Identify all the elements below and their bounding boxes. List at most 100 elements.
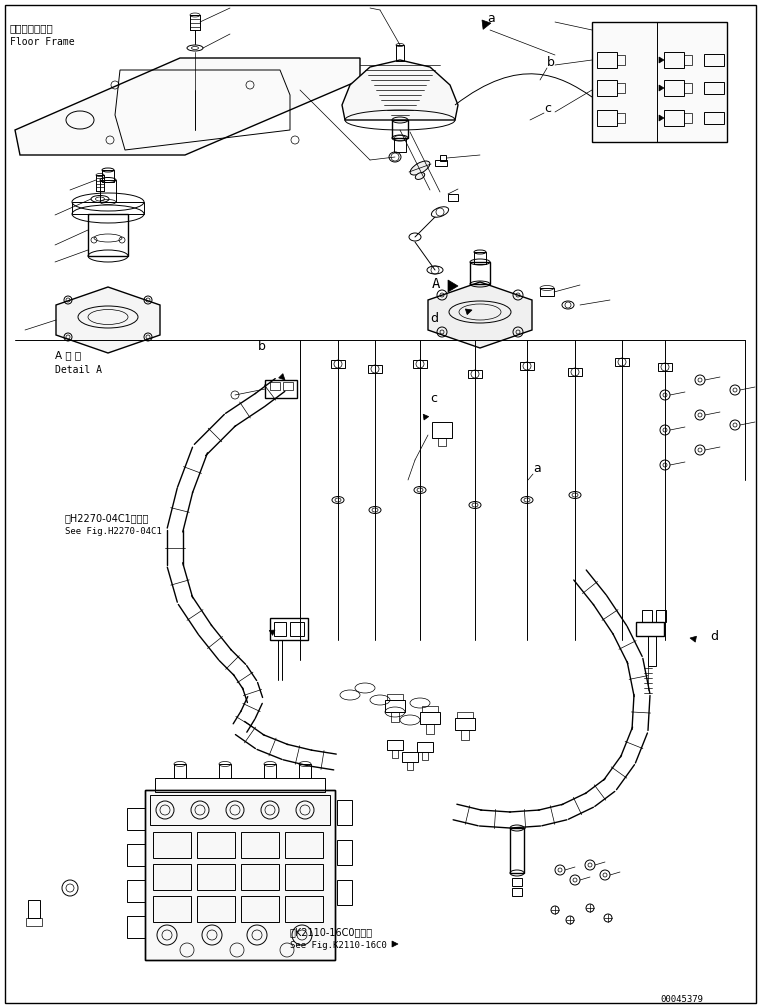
Bar <box>597 110 617 126</box>
Bar <box>540 288 554 296</box>
Bar <box>597 52 617 68</box>
Bar <box>420 712 440 724</box>
Text: See Fig.H2270-04C1: See Fig.H2270-04C1 <box>65 527 162 536</box>
Bar <box>426 724 434 734</box>
Bar <box>592 22 727 142</box>
Text: See Fig.K2110-16C0: See Fig.K2110-16C0 <box>290 941 387 951</box>
Bar <box>385 700 405 712</box>
Text: A 詳 細: A 詳 細 <box>55 350 81 360</box>
Polygon shape <box>659 57 664 62</box>
Bar <box>337 840 352 865</box>
Bar <box>153 896 191 922</box>
Bar <box>285 896 323 922</box>
Bar <box>392 120 408 138</box>
Bar <box>241 896 279 922</box>
Bar <box>396 45 404 61</box>
Bar <box>274 622 286 636</box>
Bar <box>664 80 684 96</box>
Bar <box>270 618 308 640</box>
Bar <box>656 610 666 622</box>
Bar <box>457 712 473 718</box>
Bar <box>197 864 235 890</box>
Text: d: d <box>710 630 718 642</box>
Text: d: d <box>430 311 438 325</box>
Bar <box>197 832 235 858</box>
Bar <box>510 828 524 873</box>
Text: A: A <box>432 277 441 291</box>
Bar <box>435 160 447 166</box>
Text: c: c <box>544 102 551 115</box>
Bar <box>617 83 625 93</box>
Bar <box>432 422 452 438</box>
Bar <box>461 730 469 740</box>
Bar <box>474 252 486 264</box>
Bar <box>684 83 692 93</box>
Bar <box>422 706 438 712</box>
Bar <box>448 194 458 201</box>
Bar <box>88 214 128 256</box>
Bar <box>417 742 433 752</box>
Bar <box>153 864 191 890</box>
Bar <box>290 622 304 636</box>
Text: Detail A: Detail A <box>55 365 102 375</box>
Text: Floor Frame: Floor Frame <box>10 37 75 47</box>
Bar <box>337 800 352 825</box>
Bar <box>704 54 724 66</box>
Bar <box>387 694 403 700</box>
Bar <box>127 844 145 866</box>
Bar <box>241 832 279 858</box>
Bar <box>470 262 490 284</box>
Polygon shape <box>56 287 160 353</box>
Bar <box>337 880 352 905</box>
Polygon shape <box>659 115 664 121</box>
Bar <box>422 752 428 760</box>
Bar <box>597 80 617 96</box>
Text: b: b <box>258 340 266 353</box>
Bar <box>440 155 446 161</box>
Bar <box>394 138 406 152</box>
Bar <box>684 113 692 123</box>
Text: c: c <box>430 391 437 404</box>
Polygon shape <box>466 308 472 314</box>
Bar <box>617 55 625 65</box>
Bar <box>127 880 145 902</box>
Ellipse shape <box>416 172 425 179</box>
Text: 00045379: 00045379 <box>660 996 703 1005</box>
Bar <box>684 55 692 65</box>
Polygon shape <box>690 636 696 642</box>
Bar <box>413 360 427 368</box>
Bar <box>26 918 42 926</box>
Text: フロアフレーム: フロアフレーム <box>10 23 54 33</box>
Bar <box>568 368 582 376</box>
Bar <box>197 896 235 922</box>
Text: 第H2270-04C1図参照: 第H2270-04C1図参照 <box>65 513 149 523</box>
Bar <box>615 358 629 366</box>
Text: a: a <box>533 462 541 475</box>
Bar <box>331 360 345 368</box>
Bar <box>438 438 446 446</box>
Polygon shape <box>428 282 532 348</box>
Bar <box>153 832 191 858</box>
Polygon shape <box>269 630 275 635</box>
Bar <box>145 790 335 960</box>
Bar <box>636 622 664 636</box>
Bar <box>648 636 656 666</box>
Bar <box>642 610 652 622</box>
Bar <box>285 832 323 858</box>
Bar <box>368 365 382 373</box>
Bar <box>155 778 325 792</box>
Polygon shape <box>482 20 491 29</box>
Text: b: b <box>547 55 555 69</box>
Polygon shape <box>15 58 360 155</box>
Bar <box>387 740 403 750</box>
Bar <box>264 764 276 778</box>
Bar <box>127 808 145 830</box>
Text: 第K2110-16C0図参照: 第K2110-16C0図参照 <box>290 927 373 937</box>
Text: a: a <box>487 11 495 24</box>
Bar <box>392 750 398 758</box>
Bar <box>100 180 116 202</box>
Bar <box>145 790 335 960</box>
Bar <box>512 888 522 896</box>
Bar <box>658 363 672 371</box>
Polygon shape <box>659 85 664 91</box>
